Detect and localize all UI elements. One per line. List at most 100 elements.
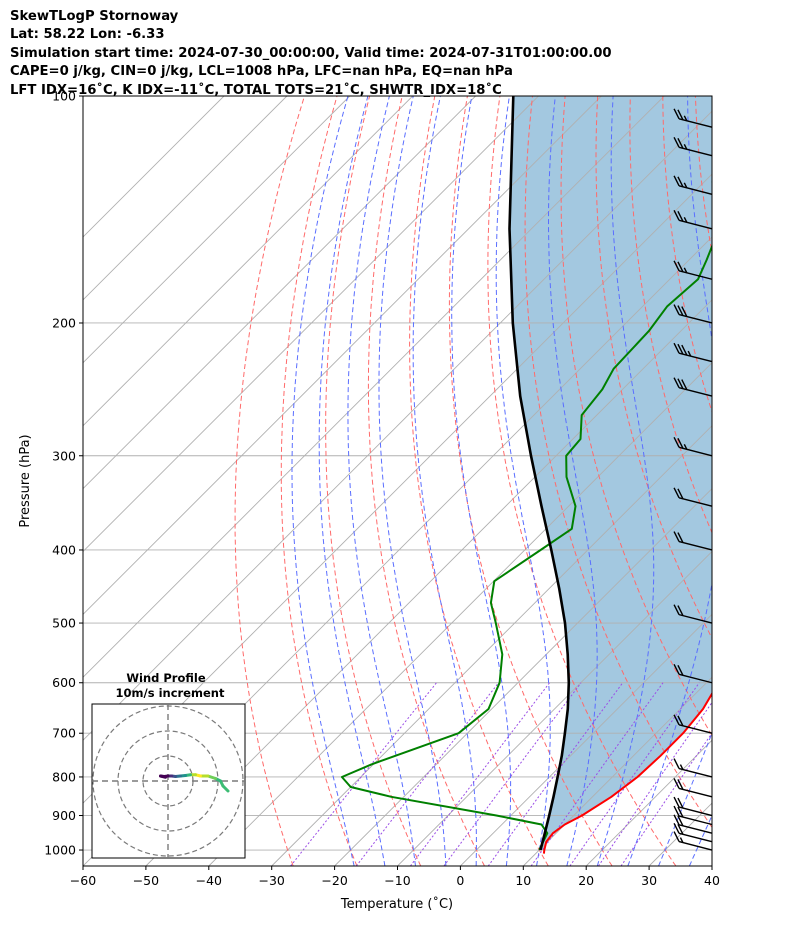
hodograph-segment: [159, 774, 167, 779]
wind-barb: [673, 805, 713, 826]
mixing-ratio-line: [443, 682, 582, 866]
barb-staff: [678, 185, 713, 195]
dry-adiabat: [595, 96, 712, 640]
mixing-ratio-line: [597, 701, 712, 866]
isotherm-line: [208, 362, 712, 866]
barb-flag: [681, 344, 688, 356]
barb-staff: [678, 352, 713, 363]
dry-adiabat: [280, 96, 358, 866]
barb-flag: [673, 136, 680, 148]
barb-flag: [677, 261, 684, 273]
barb-flag: [673, 805, 680, 817]
barb-flag: [673, 758, 680, 769]
wind-barb: [673, 664, 713, 684]
isotherm-line: [460, 613, 712, 866]
barb-flag: [673, 714, 680, 726]
isotherm-line: [145, 299, 712, 866]
dry-adiabat: [234, 96, 305, 866]
barb-flag: [677, 109, 684, 121]
time-line: Simulation start time: 2024-07-30_00:00:…: [10, 45, 612, 61]
y-tick-label: 300: [52, 448, 76, 463]
hodograph-title: Wind Profile: [126, 671, 206, 685]
wind-barb: [673, 758, 713, 778]
wind-barb: [673, 136, 713, 157]
dry-adiabat: [367, 96, 485, 866]
barb-half-flag: [679, 837, 684, 843]
mixing-ratio-line: [290, 682, 437, 866]
y-tick-label: 600: [52, 675, 76, 690]
barb-staff: [678, 146, 713, 157]
barb-staff: [678, 767, 713, 778]
x-tick-label: 10: [515, 873, 531, 888]
barb-flag: [673, 778, 680, 789]
barb-half-flag: [687, 350, 692, 357]
moist-adiabat: [596, 96, 655, 866]
dry-adiabat: [728, 96, 794, 866]
barb-staff: [678, 840, 713, 851]
mixing-ratio-line: [620, 732, 712, 866]
wind-barb: [673, 796, 713, 817]
mixing-ratio-line: [487, 682, 624, 866]
wind-barb: [673, 342, 713, 363]
barb-staff: [678, 446, 713, 457]
barb-flag: [673, 175, 680, 187]
moist-adiabat: [318, 96, 386, 866]
moist-adiabat: [347, 96, 416, 866]
isotherm-line: [83, 96, 539, 553]
moist-adiabat: [378, 96, 447, 866]
barb-flag: [673, 342, 680, 354]
barb-staff: [678, 386, 713, 397]
x-tick-label: 30: [641, 873, 657, 888]
barb-flag: [673, 377, 680, 388]
barb-flag: [673, 823, 680, 834]
barb-staff: [678, 497, 713, 507]
mixing-ratio-line: [530, 682, 664, 866]
moist-adiabat: [627, 96, 712, 866]
wind-barb: [673, 304, 713, 324]
barb-half-flag: [683, 267, 688, 274]
index-line: LFT IDX=16˚C, K IDX=-11˚C, TOTAL TOTS=21…: [10, 82, 502, 98]
cin-cape-shading: [509, 96, 712, 850]
wind-barb: [673, 531, 713, 551]
isotherm-line: [522, 676, 712, 866]
barb-flag: [677, 488, 684, 500]
barb-half-flag: [683, 143, 688, 150]
barb-flag: [677, 806, 684, 818]
moist-adiabat: [412, 96, 477, 866]
isotherm-line: [83, 96, 414, 427]
x-tick-label: −10: [384, 873, 410, 888]
moist-adiabat: [548, 96, 598, 866]
isotherm-line: [334, 487, 712, 866]
barb-flag: [681, 306, 688, 317]
barb-staff: [678, 787, 713, 798]
y-tick-label: 1000: [44, 843, 76, 858]
barb-staff: [678, 806, 713, 817]
barb-half-flag: [683, 217, 688, 223]
barb-staff: [678, 815, 713, 826]
wind-barb: [673, 175, 713, 195]
barb-half-flag: [683, 182, 688, 189]
x-tick-label: −50: [133, 873, 159, 888]
barb-flag: [673, 796, 680, 808]
hodograph-subtitle: 10m/s increment: [116, 686, 225, 700]
barb-flag: [673, 437, 680, 448]
barb-staff: [678, 724, 713, 734]
parcel-path: [508, 96, 571, 851]
barb-flag: [677, 779, 684, 790]
isotherm-line: [397, 550, 712, 866]
barb-flag: [673, 531, 680, 542]
wind-barb: [673, 377, 713, 397]
y-tick-label: 900: [52, 808, 76, 823]
hodograph-inset: Wind Profile 10m/s increment: [91, 671, 246, 859]
barb-flag: [681, 379, 688, 390]
wind-barb: [673, 814, 713, 834]
barb-half-flag: [679, 764, 684, 770]
barb-flag: [677, 137, 684, 149]
wind-barb: [673, 487, 713, 507]
wind-barb: [673, 108, 713, 128]
barb-staff: [678, 832, 713, 843]
chart-title: SkewTLogP Stornoway: [10, 9, 179, 24]
wind-barbs: [673, 108, 713, 851]
dry-adiabat: [448, 96, 613, 866]
y-tick-label: 100: [52, 89, 76, 104]
